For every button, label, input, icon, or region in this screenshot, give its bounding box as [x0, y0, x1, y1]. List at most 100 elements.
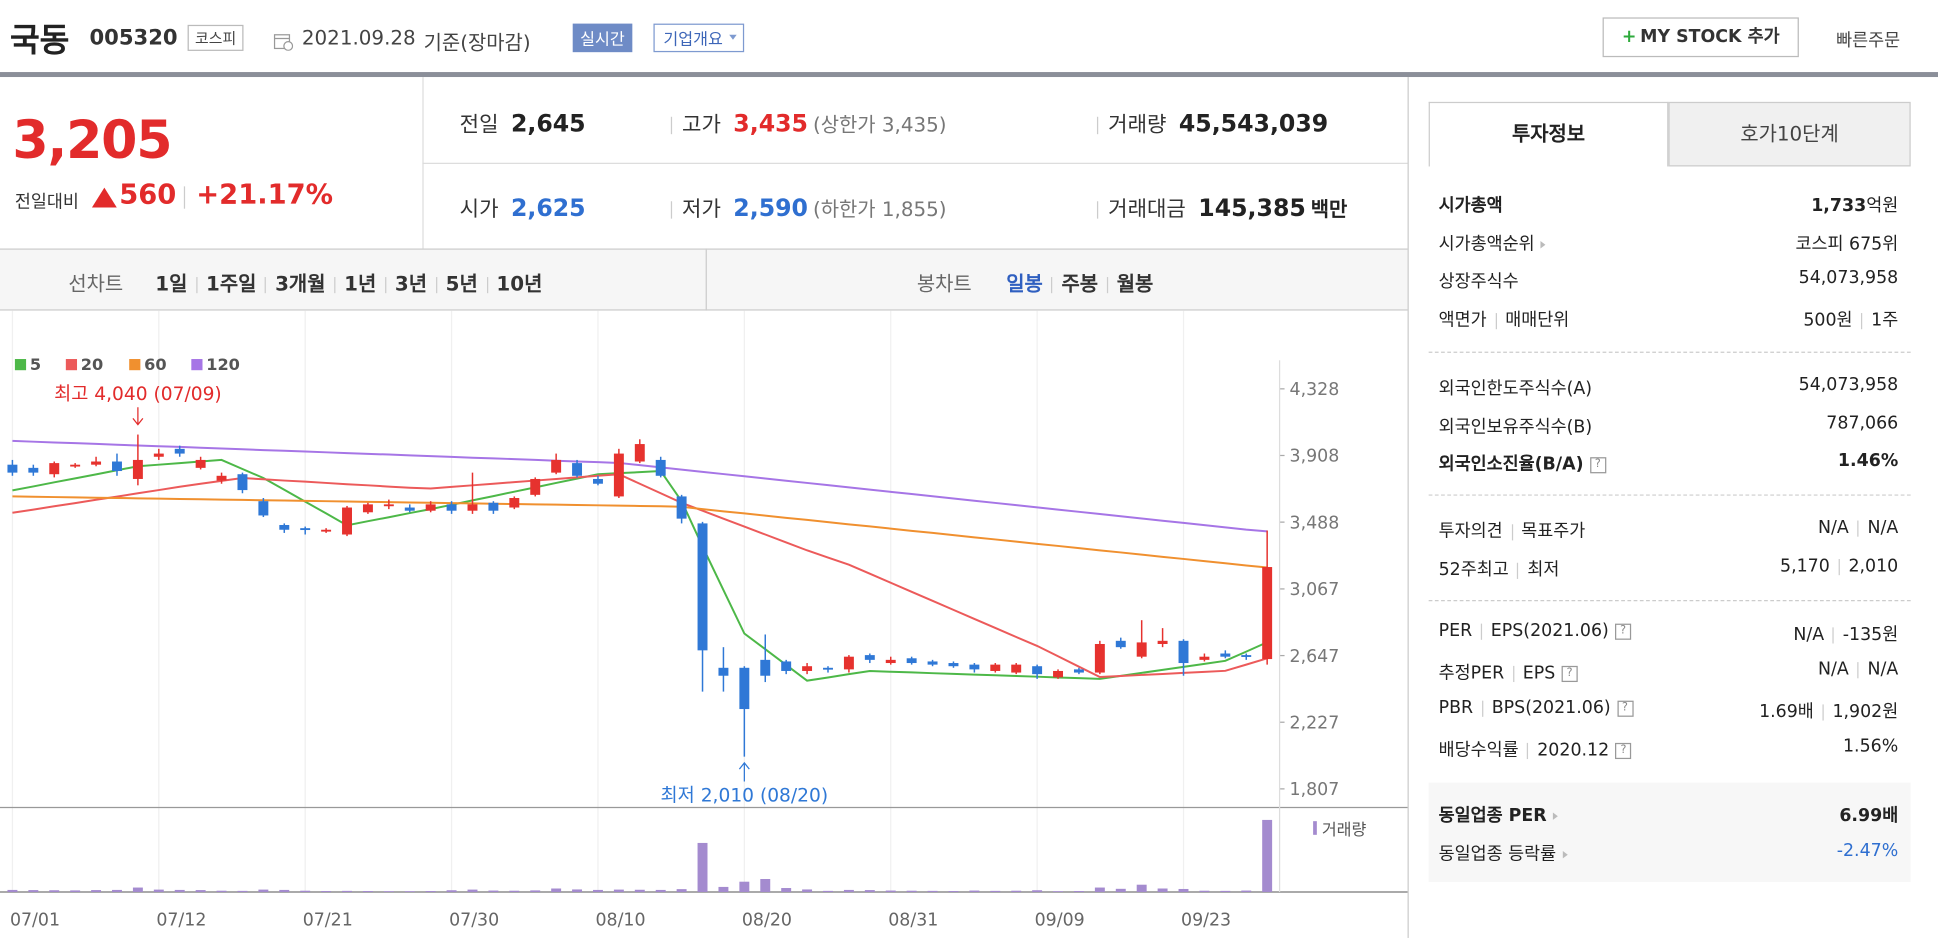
volume-bar	[1262, 819, 1273, 892]
candle-body	[634, 444, 645, 462]
separator	[670, 201, 673, 219]
tab-active[interactable]: 투자정보	[1428, 101, 1669, 167]
info-row: 동일업종 PER 6.99배	[1439, 803, 1899, 828]
period-option[interactable]: 월봉	[1116, 272, 1154, 296]
stat: 거래대금 145,385 백만	[1096, 191, 1347, 222]
stat: 전일 2,645	[460, 107, 586, 138]
label-text: BPS(2021.06)	[1491, 698, 1611, 719]
y-tick-label: 2,227	[1290, 713, 1340, 733]
quick-order[interactable]: 빠른주문	[1836, 31, 1901, 51]
stat-note: (하한가 1,855)	[812, 197, 947, 222]
stat-note: (상한가 3,435)	[812, 113, 947, 137]
separator	[1838, 558, 1840, 575]
stat: 저가 2,590 (하한가 1,855)	[670, 191, 947, 223]
candle-body	[802, 666, 813, 671]
candle-body	[760, 659, 771, 676]
candle-body	[927, 661, 938, 665]
candle-body	[843, 656, 854, 670]
candle-body	[885, 659, 896, 664]
dropdown-arrow	[729, 34, 737, 40]
volume-bar	[132, 887, 143, 892]
period-option[interactable]: 일봉	[1006, 272, 1043, 296]
separator	[1832, 626, 1835, 643]
info-row: 시가총액 1,733억원	[1439, 193, 1899, 218]
info-row: 상장주식수 54,073,958	[1439, 268, 1899, 293]
separator	[1527, 742, 1529, 759]
volume-bar	[1115, 888, 1126, 892]
volume-bar	[906, 890, 917, 892]
info-value: N/A N/A	[1818, 660, 1898, 685]
candle-body	[1262, 567, 1273, 660]
candle-body	[7, 464, 18, 473]
period-option[interactable]: 10년	[496, 272, 543, 296]
stat: 고가 3,435 (상한가 3,435)	[670, 107, 947, 138]
volume-bar	[697, 842, 708, 892]
info-label: PBR BPS(2021.06)?	[1439, 698, 1634, 723]
value-text: 1.69배	[1759, 701, 1814, 722]
my-stock-button[interactable]: + MY STOCK 추가	[1602, 17, 1799, 58]
legend-label: 120	[206, 355, 240, 374]
separator	[486, 277, 488, 294]
candle-body	[823, 667, 833, 670]
label-text: 시가총액	[1438, 196, 1503, 217]
plus-icon: +	[1621, 27, 1637, 48]
value-text: 5,170	[1779, 556, 1830, 577]
label-text: 시가총액순위	[1438, 234, 1535, 255]
realtime-badge[interactable]: 실시간	[572, 23, 633, 53]
x-tick-label: 08/10	[595, 911, 645, 931]
stat-label: 저가	[682, 197, 721, 223]
period-option[interactable]: 1년	[344, 272, 377, 296]
candle-body	[300, 528, 311, 531]
period-option[interactable]: 3년	[394, 272, 428, 296]
separator	[1480, 623, 1483, 640]
y-tick-label: 3,067	[1290, 580, 1340, 600]
info-row: PER EPS(2021.06)? N/A -135원	[1439, 621, 1899, 646]
info-value: 코스피 675위	[1796, 231, 1899, 256]
x-tick-label: 09/09	[1035, 911, 1085, 931]
period-option[interactable]: 주봉	[1061, 272, 1099, 296]
stock-code: 005320	[89, 26, 178, 51]
candle-body	[739, 667, 750, 710]
value-text: 2,010	[1848, 556, 1899, 577]
candle-body	[362, 504, 373, 513]
volume-bar	[362, 891, 373, 892]
stat-value: 45,543,039	[1178, 110, 1329, 138]
info-label: 시가총액	[1439, 193, 1503, 218]
company-info-button[interactable]: 기업개요	[653, 23, 744, 53]
stat-label: 거래량	[1108, 113, 1167, 138]
separator	[1495, 312, 1497, 329]
low-arrow	[738, 761, 750, 782]
price-change: 560	[119, 180, 177, 212]
value-text: N/A	[1818, 659, 1849, 680]
candle-body	[655, 459, 666, 476]
candle-body	[488, 502, 499, 511]
calendar-icon	[273, 34, 294, 51]
candle-body	[509, 498, 520, 508]
market-badge: 코스피	[187, 24, 244, 51]
volume-bar	[467, 889, 478, 892]
label-text: 2020.12	[1537, 740, 1610, 761]
candle-body	[1241, 655, 1252, 657]
tab[interactable]: 호가10단계	[1668, 101, 1911, 167]
candle-body	[91, 461, 102, 465]
period-option[interactable]: 5년	[445, 272, 478, 296]
label-text: 외국인소진율(B/A)	[1438, 454, 1584, 475]
volume-bar	[404, 891, 415, 892]
stat-label: 전일	[459, 113, 499, 138]
period-option[interactable]: 3개월	[275, 272, 326, 296]
candle-body	[697, 523, 708, 651]
divider	[422, 162, 1408, 164]
period-option[interactable]: 1주일	[206, 272, 257, 296]
volume-bar	[676, 889, 687, 892]
label-text: 매매단위	[1505, 310, 1570, 331]
tab-bar: 투자정보 호가10단계	[1428, 101, 1911, 167]
volume-bar	[1073, 891, 1084, 892]
volume-legend-swatch	[1313, 821, 1317, 835]
arrow-icon	[1540, 241, 1546, 249]
info-value: 1.56%	[1843, 737, 1898, 762]
line-chart-label: 선차트	[68, 272, 124, 296]
period-option[interactable]: 1일	[155, 272, 188, 296]
value-text: 코스피 675위	[1795, 234, 1899, 255]
stock-name: 국동	[9, 22, 70, 60]
